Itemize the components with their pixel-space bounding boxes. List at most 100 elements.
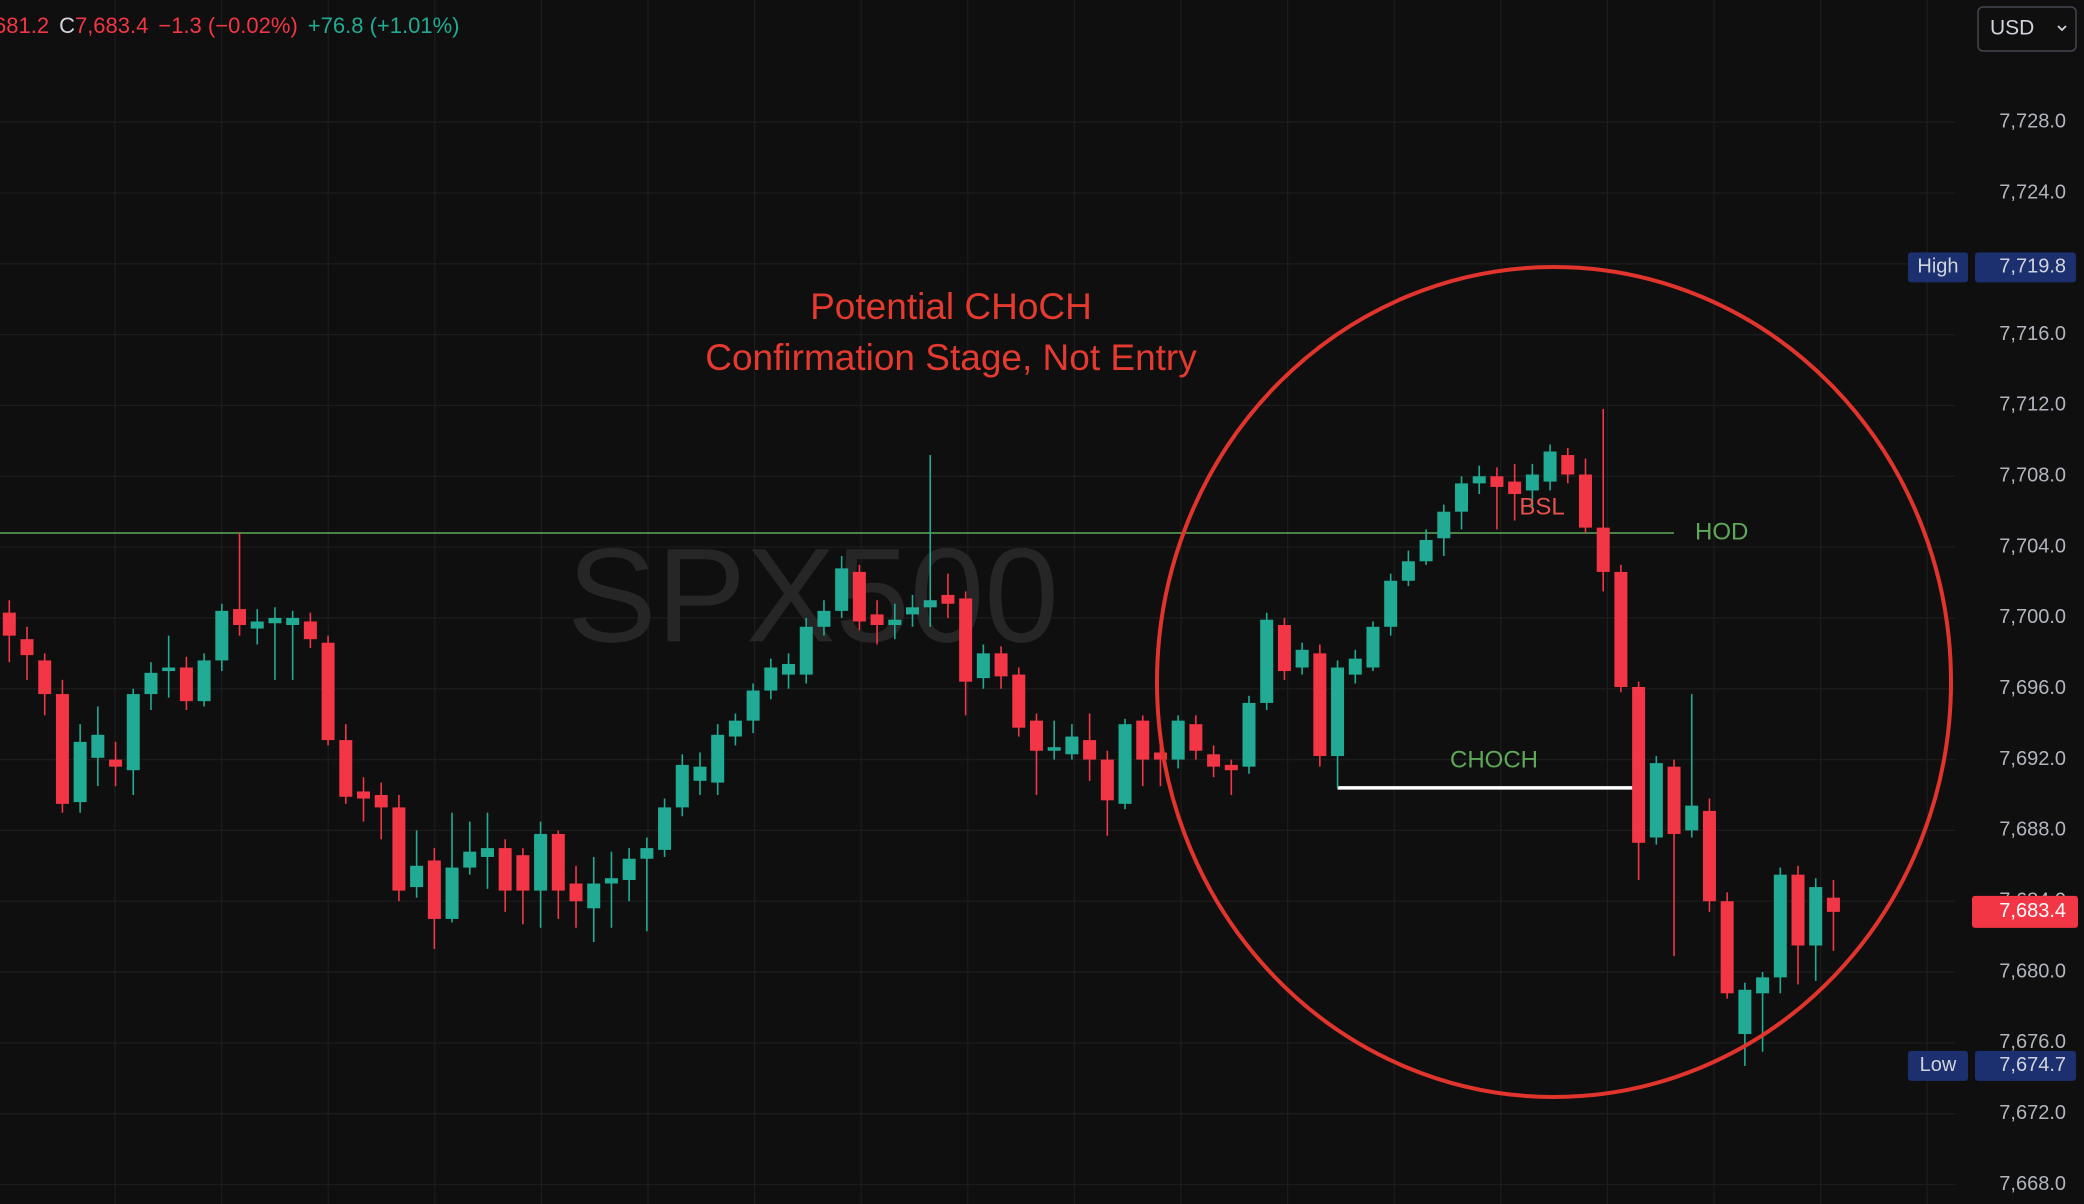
candle-body xyxy=(959,598,973,682)
candle-body xyxy=(20,639,34,656)
candle-body xyxy=(427,860,441,919)
price-tag-name: Low xyxy=(1920,1054,1957,1076)
candle-body xyxy=(1047,747,1061,751)
candle-body xyxy=(463,851,477,868)
price-tags: High 7,719.8 Low 7,674.7 7,683.4 xyxy=(1908,252,2078,1081)
candle-body xyxy=(1401,561,1415,581)
candle-body xyxy=(73,741,87,803)
candle-body xyxy=(268,617,282,624)
candle-body xyxy=(658,807,672,850)
header-c: C xyxy=(59,13,75,38)
y-tick-label: 7,708.0 xyxy=(1999,465,2066,487)
candle-body xyxy=(162,667,176,672)
y-tick-label: 7,724.0 xyxy=(1999,181,2066,203)
y-tick-label: 7,680.0 xyxy=(1999,960,2066,982)
candle-body xyxy=(55,694,69,804)
candle-body xyxy=(1384,580,1398,627)
candle-body xyxy=(410,865,424,888)
candle-body xyxy=(38,660,52,695)
candle-body xyxy=(197,660,211,702)
candle-body xyxy=(1065,736,1079,755)
candle-body xyxy=(551,833,565,891)
candle-body xyxy=(1756,977,1770,994)
candle-body xyxy=(1437,511,1451,539)
currency-box[interactable] xyxy=(1977,6,2077,52)
candle-body xyxy=(640,848,654,859)
candle-body xyxy=(1136,720,1150,760)
candle-body xyxy=(374,794,388,808)
header-open: 681.2 xyxy=(0,13,49,38)
y-tick-label: 7,696.0 xyxy=(1999,677,2066,699)
candle-body xyxy=(1614,571,1628,687)
candle-body xyxy=(1472,476,1486,484)
candle-body xyxy=(923,600,937,608)
candle-body xyxy=(1667,766,1681,834)
candle-body xyxy=(339,740,353,797)
header: 681.2 C7,683.4 −1.3 (−0.02%) +76.8 (+1.01%) xyxy=(0,13,459,38)
candle-body xyxy=(1738,989,1752,1035)
candle-body xyxy=(445,867,459,919)
candle-body xyxy=(1207,754,1221,767)
choch-label: CHOCH xyxy=(1450,746,1538,773)
candle-body xyxy=(1313,653,1327,757)
candle-body xyxy=(1260,619,1274,703)
candle-body xyxy=(852,571,866,622)
candle-body xyxy=(534,833,548,891)
candle-body xyxy=(498,848,512,891)
time-grid xyxy=(114,0,1928,1204)
candle-body xyxy=(126,694,140,771)
currency-label[interactable]: USD xyxy=(1990,17,2034,40)
candle-body xyxy=(357,791,370,799)
candle-body xyxy=(888,619,902,626)
candle-body xyxy=(1224,764,1238,771)
candle-body xyxy=(569,883,583,902)
price-tag-value: 7,719.8 xyxy=(1999,256,2066,278)
candle-body xyxy=(1720,901,1734,994)
candle-body xyxy=(693,766,707,781)
candle-body xyxy=(1153,752,1167,760)
price-tag-value: 7,674.7 xyxy=(1999,1054,2066,1076)
candle-body xyxy=(1649,763,1663,838)
candle-body xyxy=(1029,720,1043,751)
candle-body xyxy=(1277,625,1291,672)
candle-body xyxy=(1242,702,1256,767)
candle-body xyxy=(711,734,725,783)
candle-body xyxy=(179,667,193,702)
candle-body xyxy=(250,621,264,629)
price-tag-box xyxy=(1975,1050,2076,1081)
chevron[interactable] xyxy=(2057,25,2067,32)
header-close: 7,683.4 xyxy=(75,13,148,38)
currency-button[interactable]: USD xyxy=(1977,6,2077,52)
candle-body xyxy=(817,610,831,627)
y-tick-label: 7,676.0 xyxy=(1999,1031,2066,1053)
candle-body xyxy=(144,672,158,695)
hod-label: HOD xyxy=(1695,518,1748,545)
candle-body xyxy=(2,612,16,636)
levels: HOD CHOCH xyxy=(0,518,1748,790)
candle-body xyxy=(303,621,317,640)
price-grid xyxy=(0,121,1955,1186)
candle-body xyxy=(109,759,123,767)
candle-body xyxy=(91,734,105,758)
candle-body xyxy=(941,594,955,604)
last-price-value: 7,683.4 xyxy=(1999,900,2066,922)
candle-body xyxy=(782,663,796,675)
candle-body xyxy=(1809,887,1823,946)
candle-body xyxy=(728,720,742,737)
candle-body xyxy=(286,617,300,626)
header-day-change: +76.8 (+1.01%) xyxy=(308,13,460,38)
candle-body xyxy=(1331,667,1345,757)
candle-body xyxy=(906,607,920,615)
candle-body xyxy=(1561,455,1575,475)
last-price-box xyxy=(1972,895,2078,928)
candle-body xyxy=(321,642,335,741)
candle-body xyxy=(1702,810,1716,902)
candle-body xyxy=(1826,897,1840,912)
y-tick-label: 7,672.0 xyxy=(1999,1102,2066,1124)
candle-body xyxy=(604,878,618,884)
candle-body xyxy=(1773,874,1787,978)
candle-body xyxy=(1083,740,1097,760)
